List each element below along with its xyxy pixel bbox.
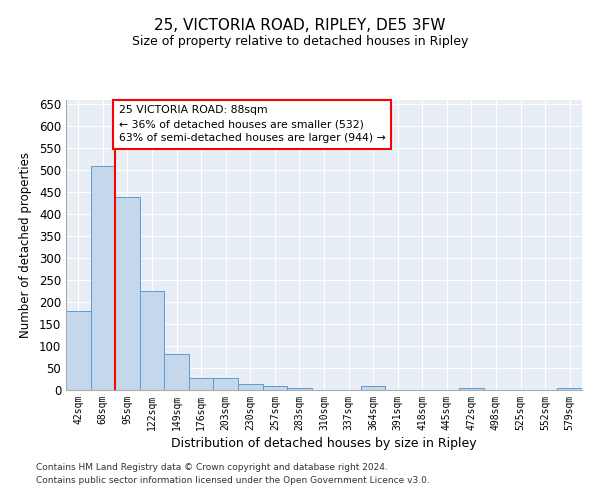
Text: Size of property relative to detached houses in Ripley: Size of property relative to detached ho…: [132, 35, 468, 48]
Bar: [263, 386, 287, 390]
Bar: [66, 311, 91, 390]
Bar: [361, 386, 385, 390]
Bar: [238, 384, 263, 390]
Text: Contains HM Land Registry data © Crown copyright and database right 2024.: Contains HM Land Registry data © Crown c…: [36, 464, 388, 472]
Bar: [287, 388, 312, 390]
Bar: [189, 378, 214, 390]
Bar: [140, 291, 164, 390]
Bar: [91, 166, 115, 390]
Text: 25, VICTORIA ROAD, RIPLEY, DE5 3FW: 25, VICTORIA ROAD, RIPLEY, DE5 3FW: [154, 18, 446, 32]
Text: Contains public sector information licensed under the Open Government Licence v3: Contains public sector information licen…: [36, 476, 430, 485]
Bar: [115, 196, 140, 390]
Text: 25 VICTORIA ROAD: 88sqm
← 36% of detached houses are smaller (532)
63% of semi-d: 25 VICTORIA ROAD: 88sqm ← 36% of detache…: [119, 106, 386, 144]
Bar: [214, 378, 238, 390]
Bar: [459, 388, 484, 390]
X-axis label: Distribution of detached houses by size in Ripley: Distribution of detached houses by size …: [171, 437, 477, 450]
Bar: [557, 388, 582, 390]
Y-axis label: Number of detached properties: Number of detached properties: [19, 152, 32, 338]
Bar: [164, 354, 189, 390]
